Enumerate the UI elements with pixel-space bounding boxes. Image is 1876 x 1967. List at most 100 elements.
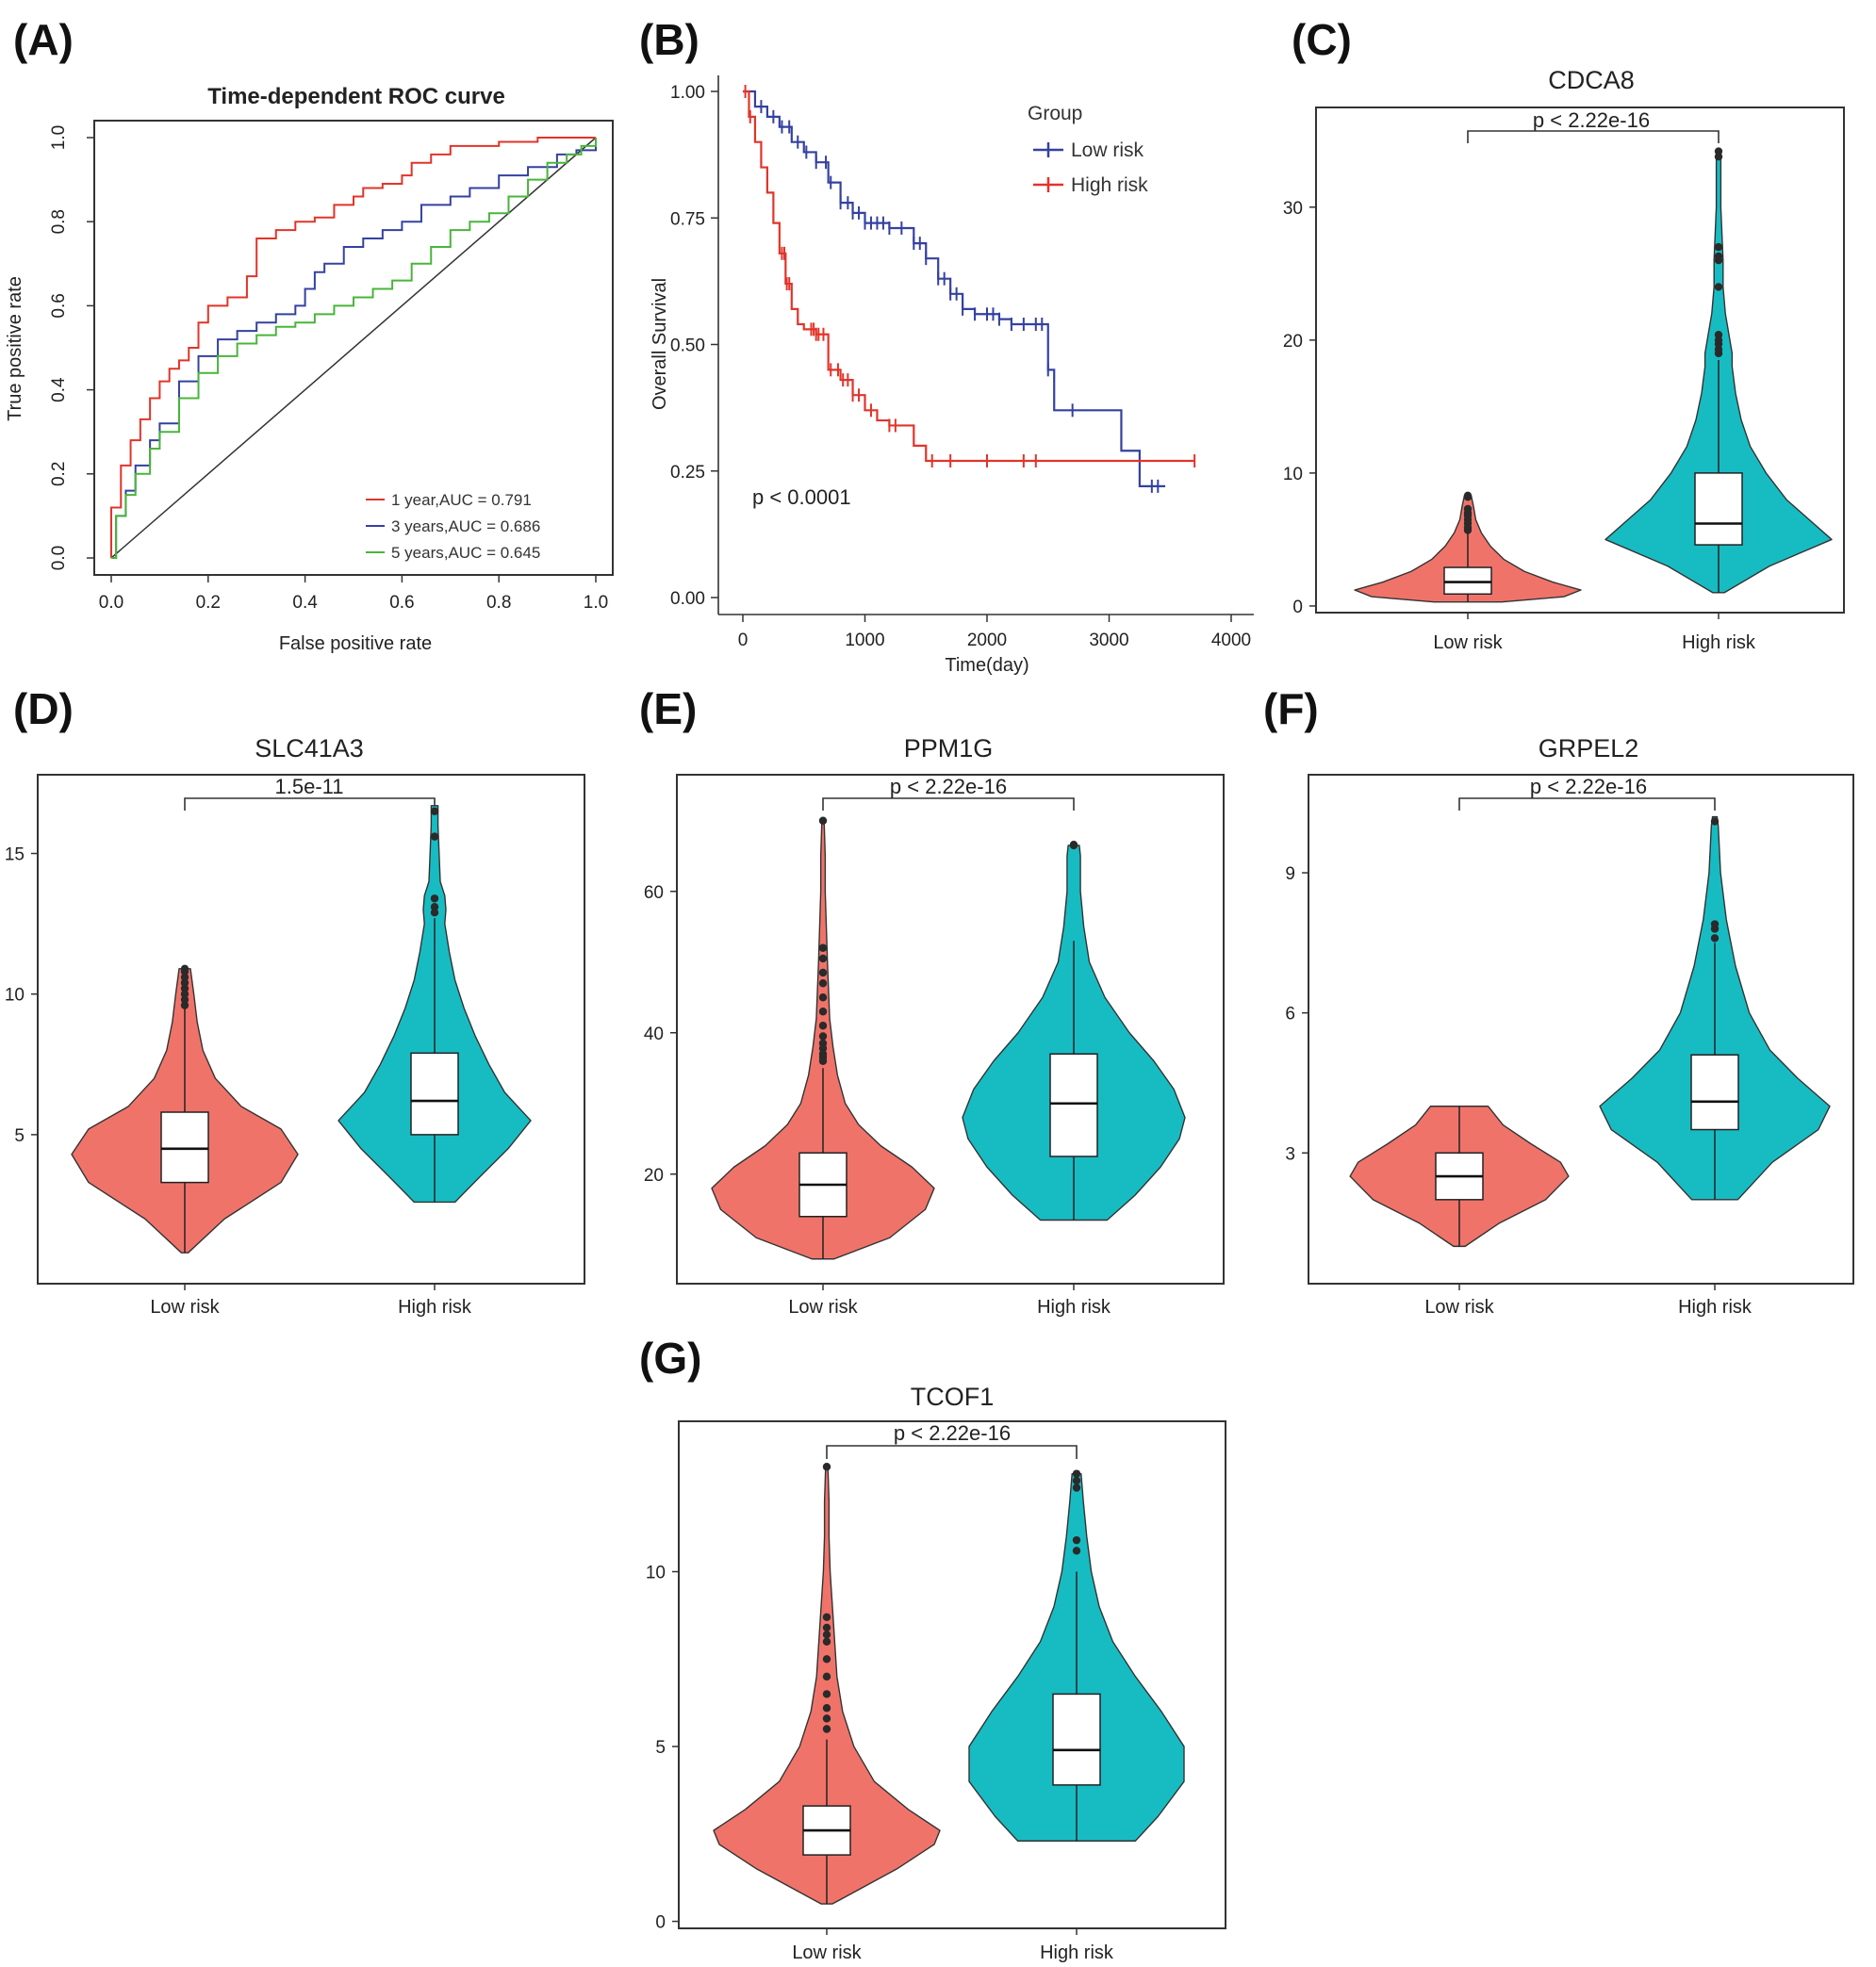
km-legend-label-high-risk: High risk <box>1071 174 1148 196</box>
km-y-tick-label: 1.00 <box>670 83 705 103</box>
outlier-point-low-risk <box>818 943 828 952</box>
outlier-point-high-risk <box>1710 934 1720 943</box>
outlier-point-high-risk <box>1714 147 1723 156</box>
panel-e-ppm1g-violin: (E) PPM1G p < 2.22e-16 Low risk High ris… <box>639 684 1225 1318</box>
violin-xlabel-high-tcof1: High risk <box>1040 1942 1114 1963</box>
significance-bracket <box>826 1445 1078 1459</box>
panel-f-grpel2-violin: (F) GRPEL2 p < 2.22e-16 Low risk High ri… <box>1263 684 1854 1318</box>
violin-y-tick-label: 10 <box>5 986 25 1006</box>
violin-y-tick-label: 9 <box>1285 864 1295 884</box>
violin-y-tick-label: 6 <box>1285 1005 1295 1024</box>
outlier-point-low-risk <box>822 1463 831 1471</box>
violin-xlabel-low-ppm1g: Low risk <box>788 1297 858 1318</box>
outlier-point-low-risk <box>822 1690 831 1698</box>
violin-xlabel-high-slc41a3: High risk <box>398 1297 472 1318</box>
panel-label-g: (G) <box>639 1334 701 1383</box>
violin-pvalue-slc41a3: 1.5e-11 <box>275 775 344 798</box>
km-y-tick-label: 0.25 <box>670 463 705 483</box>
roc-curves <box>110 137 597 559</box>
violin-plot-grpel2: 3 6 9 <box>1285 797 1831 1290</box>
outlier-point-high-risk <box>430 894 439 903</box>
outlier-point-high-risk <box>1714 331 1723 339</box>
outlier-point-low-risk <box>180 984 189 992</box>
outlier-point-low-risk <box>818 1022 828 1030</box>
roc-x-tick-label: 0.8 <box>486 593 511 613</box>
violin-y-tick-label: 20 <box>644 1166 664 1186</box>
violin-frame-slc41a3 <box>37 774 585 1285</box>
outlier-point-high-risk <box>1072 1547 1081 1555</box>
boxplot-box-high-risk <box>1694 472 1743 546</box>
roc-y-tick-label: 0.2 <box>49 462 69 486</box>
km-x-ticks: 0 1000 2000 3000 4000 <box>738 615 1251 650</box>
outlier-point-low-risk <box>818 1032 828 1041</box>
outlier-point-low-risk <box>822 1725 831 1733</box>
violin-y-tick-label: 5 <box>655 1738 666 1758</box>
roc-x-tick-label: 0.4 <box>292 593 318 613</box>
outlier-point-low-risk <box>1463 491 1473 500</box>
roc-x-tick-label: 0.0 <box>99 593 123 613</box>
violin-y-tick-label: 60 <box>644 883 664 903</box>
violin-title-tcof1: TCOF1 <box>911 1383 995 1411</box>
outlier-point-high-risk <box>1714 252 1723 261</box>
legend-label-1-year: 1 year,AUC = 0.791 <box>391 491 532 509</box>
outlier-point-low-risk <box>818 968 828 977</box>
outlier-point-high-risk <box>1714 242 1723 252</box>
violin-y-tick-label: 20 <box>1283 332 1303 352</box>
violin-plot-ppm1g: 20 40 60 <box>644 797 1186 1290</box>
boxplot-box-low-risk <box>160 1111 209 1184</box>
violin-title-slc41a3: SLC41A3 <box>255 734 364 762</box>
violin-xlabel-low-cdca8: Low risk <box>1433 632 1503 653</box>
violin-frame-grpel2 <box>1308 774 1854 1285</box>
outlier-point-low-risk <box>818 993 828 1002</box>
panel-label-e: (E) <box>639 684 697 733</box>
panel-c-cdca8-violin: (C) CDCA8 p < 2.22e-16 Low risk High ris… <box>1283 15 1845 653</box>
outlier-point-low-risk <box>822 1704 831 1713</box>
outlier-point-high-risk <box>1710 817 1720 826</box>
violin-y-tick-label: 30 <box>1283 199 1303 219</box>
panel-label-d: (D) <box>13 684 74 733</box>
roc-y-axis-label: True positive rate <box>5 276 25 421</box>
violin-plot-tcof1: 0 5 10 <box>646 1445 1185 1935</box>
boxplot-box-low-risk <box>1443 566 1492 596</box>
panel-label-c: (C) <box>1292 15 1352 64</box>
roc-legend: 1 year,AUC = 0.791 3 years,AUC = 0.686 5… <box>366 491 540 562</box>
outlier-point-high-risk <box>1069 841 1078 849</box>
outlier-point-low-risk <box>822 1631 831 1639</box>
outlier-point-low-risk <box>180 990 189 998</box>
km-y-tick-label: 0.75 <box>670 209 705 229</box>
violin-title-ppm1g: PPM1G <box>904 734 994 762</box>
outlier-point-high-risk <box>1714 283 1723 291</box>
panel-label-b: (B) <box>639 15 699 64</box>
km-legend-title: Group <box>1028 103 1082 124</box>
km-curves <box>743 85 1196 493</box>
km-y-ticks: 0.00 0.25 0.50 0.75 1.00 <box>670 83 718 609</box>
violin-y-tick-label: 3 <box>1285 1144 1295 1164</box>
legend-label-3-years: 3 years,AUC = 0.686 <box>391 517 540 535</box>
violin-xlabel-high-ppm1g: High risk <box>1037 1297 1111 1318</box>
panel-a-roc-chart: (A) Time-dependent ROC curve 0.0 0.2 0.4 0.… <box>5 15 614 654</box>
km-x-tick-label: 4000 <box>1211 631 1251 650</box>
outlier-point-low-risk <box>818 1050 828 1058</box>
outlier-point-high-risk <box>430 807 439 815</box>
violin-pvalue-cdca8: p < 2.22e-16 <box>1533 108 1650 132</box>
roc-y-tick-label: 0.4 <box>49 377 69 402</box>
km-y-tick-label: 0.00 <box>670 589 705 609</box>
roc-diagonal-reference <box>110 137 597 559</box>
roc-y-tick-label: 0.8 <box>49 209 69 234</box>
violin-xlabel-low-grpel2: Low risk <box>1424 1297 1494 1318</box>
boxplot-box-high-risk <box>1052 1693 1101 1786</box>
violin-xlabel-high-grpel2: High risk <box>1678 1297 1753 1318</box>
roc-x-tick-label: 1.0 <box>584 593 608 613</box>
outlier-point-low-risk <box>822 1613 831 1621</box>
violin-pvalue-tcof1: p < 2.22e-16 <box>894 1421 1011 1445</box>
violin-xlabel-high-cdca8: High risk <box>1682 632 1756 653</box>
outlier-point-low-risk <box>822 1623 831 1632</box>
outlier-point-high-risk <box>430 832 439 841</box>
outlier-point-low-risk <box>818 979 828 988</box>
km-legend-label-low-risk: Low risk <box>1071 139 1144 161</box>
km-y-axis-label: Overall Survival <box>650 278 670 410</box>
outlier-point-low-risk <box>822 1655 831 1664</box>
violin-y-tick-label: 0 <box>1292 598 1303 617</box>
outlier-point-low-risk <box>180 964 189 974</box>
